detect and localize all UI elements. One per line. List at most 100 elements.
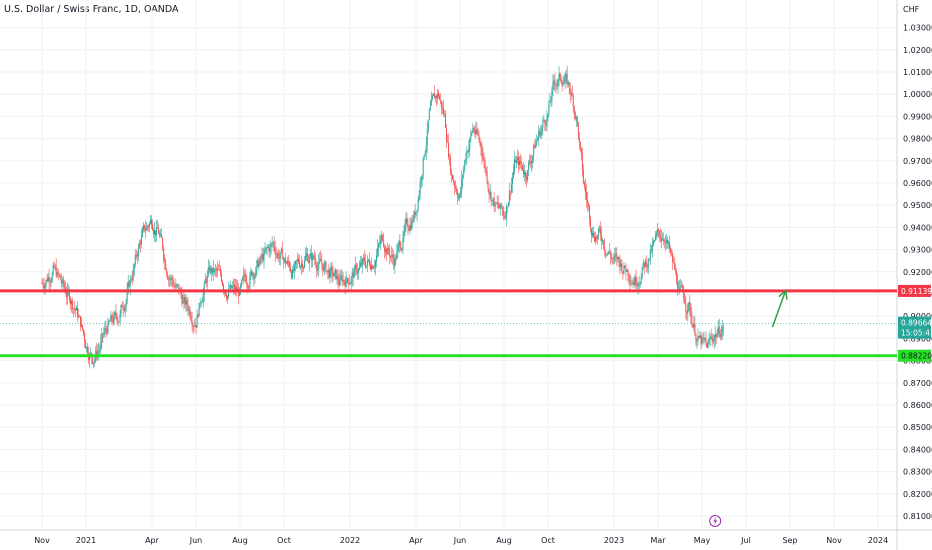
candle-body xyxy=(682,285,684,290)
candle-body xyxy=(654,235,656,240)
candle-body xyxy=(405,218,407,224)
candle-body xyxy=(563,82,565,84)
candle-body xyxy=(128,282,130,287)
candle-body xyxy=(693,323,695,328)
candle-body xyxy=(716,334,718,338)
candle-body xyxy=(627,269,629,276)
candle-body xyxy=(637,284,639,286)
candle-body xyxy=(173,284,175,287)
candle-body xyxy=(561,81,563,86)
candle-body xyxy=(311,253,313,261)
candle-body xyxy=(150,219,152,225)
candle-body xyxy=(60,279,62,284)
candle-body xyxy=(188,309,190,311)
candle-body xyxy=(330,267,332,271)
candle-body xyxy=(454,182,456,187)
candle-body xyxy=(548,102,550,114)
candle-body xyxy=(609,251,611,253)
candle-body xyxy=(119,313,121,322)
candle-body xyxy=(480,142,482,149)
candle-body xyxy=(350,278,352,284)
candle-body xyxy=(277,253,279,259)
candle-body xyxy=(663,240,665,243)
candle-body xyxy=(391,254,393,258)
candle-body xyxy=(587,203,589,207)
candle-body xyxy=(652,241,654,246)
candle-body xyxy=(458,198,460,199)
candle-body xyxy=(296,258,298,261)
candle-body xyxy=(690,311,692,316)
candle-body xyxy=(601,234,603,242)
candle-body xyxy=(554,80,556,85)
candle-body xyxy=(596,237,598,239)
candle-body xyxy=(590,228,592,236)
candle-body xyxy=(309,258,311,263)
candle-body xyxy=(621,263,623,272)
candle-body xyxy=(324,262,326,268)
candle-body xyxy=(422,158,424,175)
candle-body xyxy=(499,203,501,209)
candle-body xyxy=(575,116,577,119)
candle-body xyxy=(672,253,674,262)
candle-body xyxy=(286,261,288,264)
candle-body xyxy=(285,262,287,264)
candle-body xyxy=(593,232,595,237)
candle-body xyxy=(73,308,75,310)
candle-body xyxy=(313,255,315,258)
candle-body xyxy=(576,116,578,123)
candle-body xyxy=(623,265,625,274)
candle-body xyxy=(249,277,251,289)
candle-body xyxy=(241,279,243,286)
candle-body xyxy=(545,123,547,127)
candle-body xyxy=(638,284,640,285)
candle-body xyxy=(337,276,339,281)
candle-body xyxy=(630,283,632,285)
candle-body xyxy=(571,92,573,96)
candle-body xyxy=(470,133,472,139)
candle-body xyxy=(505,206,507,219)
up-arrow-annotation[interactable] xyxy=(771,290,787,328)
candle-body xyxy=(419,182,421,194)
candle-body xyxy=(121,305,123,308)
candle-body xyxy=(416,210,418,213)
time-tick-label: Apr xyxy=(145,536,160,545)
candle-body xyxy=(566,73,568,84)
candle-body xyxy=(573,107,575,112)
candle-body xyxy=(606,254,608,255)
candle-body xyxy=(490,192,492,201)
candle-body xyxy=(260,257,262,259)
candle-body xyxy=(493,197,495,207)
candle-body xyxy=(450,157,452,173)
candle-body xyxy=(248,288,250,289)
candle-body xyxy=(294,261,296,266)
candle-body xyxy=(225,291,227,295)
price-tick-label: 1.01000 xyxy=(903,68,932,77)
candle-body xyxy=(297,258,299,262)
candle-body xyxy=(486,171,488,182)
candle-body xyxy=(404,223,406,232)
candle-body xyxy=(129,279,131,287)
candle-body xyxy=(720,333,722,338)
candle-body xyxy=(264,250,266,253)
candle-body xyxy=(240,285,242,290)
candle-body xyxy=(710,336,712,339)
candle-body xyxy=(134,254,136,265)
candle-body xyxy=(441,107,443,109)
candle-body xyxy=(166,269,168,275)
candle-body xyxy=(411,220,413,229)
candle-body xyxy=(51,274,53,282)
candle-body xyxy=(253,274,255,279)
candle-body xyxy=(636,283,638,286)
candle-body xyxy=(377,248,379,256)
candle-body xyxy=(361,259,363,266)
candle-body xyxy=(564,77,566,83)
candle-body xyxy=(190,315,192,321)
price-tick-label: 1.03000 xyxy=(903,24,932,33)
candle-body xyxy=(293,265,295,271)
candle-body xyxy=(206,275,208,283)
candle-body xyxy=(269,247,271,252)
candle-body xyxy=(79,315,81,317)
